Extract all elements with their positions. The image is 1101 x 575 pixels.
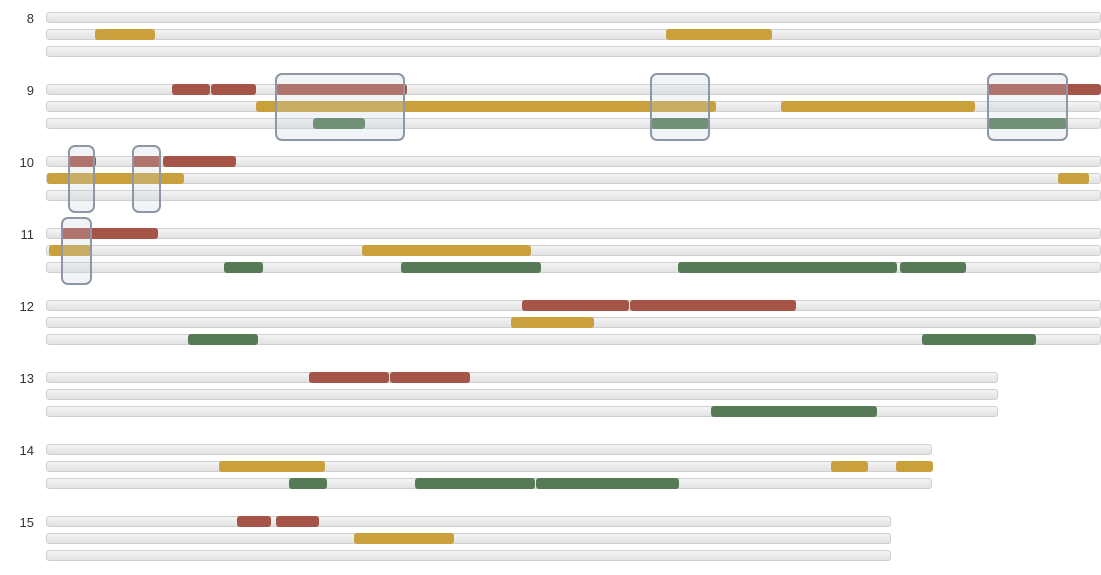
segment bbox=[354, 533, 454, 544]
selection-box bbox=[650, 73, 710, 141]
segment bbox=[922, 334, 1036, 345]
segment bbox=[47, 173, 184, 184]
segment bbox=[172, 84, 210, 95]
selection-box bbox=[987, 73, 1068, 141]
segment bbox=[237, 516, 271, 527]
segment bbox=[511, 317, 594, 328]
segment bbox=[211, 84, 256, 95]
segment bbox=[309, 372, 389, 383]
row-label: 12 bbox=[19, 299, 34, 314]
track bbox=[46, 406, 998, 417]
segment bbox=[163, 156, 236, 167]
segment bbox=[401, 262, 541, 273]
track bbox=[46, 516, 891, 527]
segment bbox=[896, 461, 933, 472]
segment bbox=[95, 29, 155, 40]
segment bbox=[831, 461, 868, 472]
segment bbox=[678, 262, 897, 273]
segment bbox=[69, 156, 96, 167]
row-label: 9 bbox=[26, 83, 34, 98]
segment bbox=[276, 84, 407, 95]
segment bbox=[988, 118, 1067, 129]
segment bbox=[313, 118, 365, 129]
track bbox=[46, 228, 1101, 239]
segment bbox=[49, 245, 91, 256]
segment bbox=[415, 478, 535, 489]
segment bbox=[224, 262, 263, 273]
segment bbox=[666, 29, 772, 40]
selection-box bbox=[68, 145, 95, 213]
selection-box bbox=[275, 73, 405, 141]
segment bbox=[276, 516, 319, 527]
track bbox=[46, 444, 932, 455]
track bbox=[46, 533, 891, 544]
segment bbox=[61, 228, 158, 239]
track bbox=[46, 372, 998, 383]
row-label: 8 bbox=[26, 11, 34, 26]
segment bbox=[522, 300, 629, 311]
row-label: 14 bbox=[19, 443, 34, 458]
segment bbox=[219, 461, 325, 472]
row-label: 13 bbox=[19, 371, 34, 386]
segment bbox=[256, 101, 716, 112]
track bbox=[46, 461, 932, 472]
segment bbox=[711, 406, 877, 417]
track bbox=[46, 173, 1101, 184]
segment bbox=[188, 334, 258, 345]
track bbox=[46, 12, 1101, 23]
track bbox=[46, 245, 1101, 256]
segment bbox=[900, 262, 966, 273]
track bbox=[46, 550, 891, 561]
segment bbox=[630, 300, 796, 311]
track bbox=[46, 389, 998, 400]
row-label: 11 bbox=[20, 227, 35, 242]
segment bbox=[289, 478, 327, 489]
segment bbox=[362, 245, 531, 256]
segment bbox=[1058, 173, 1089, 184]
segment bbox=[132, 156, 161, 167]
segment bbox=[781, 101, 975, 112]
track bbox=[46, 118, 1101, 129]
track bbox=[46, 29, 1101, 40]
segment bbox=[536, 478, 679, 489]
segment bbox=[651, 118, 709, 129]
row-label: 10 bbox=[19, 155, 34, 170]
track bbox=[46, 190, 1101, 201]
track bbox=[46, 46, 1101, 57]
selection-box bbox=[61, 217, 92, 285]
segment bbox=[987, 84, 1101, 95]
segment bbox=[390, 372, 470, 383]
row-label: 15 bbox=[19, 515, 34, 530]
selection-box bbox=[132, 145, 161, 213]
